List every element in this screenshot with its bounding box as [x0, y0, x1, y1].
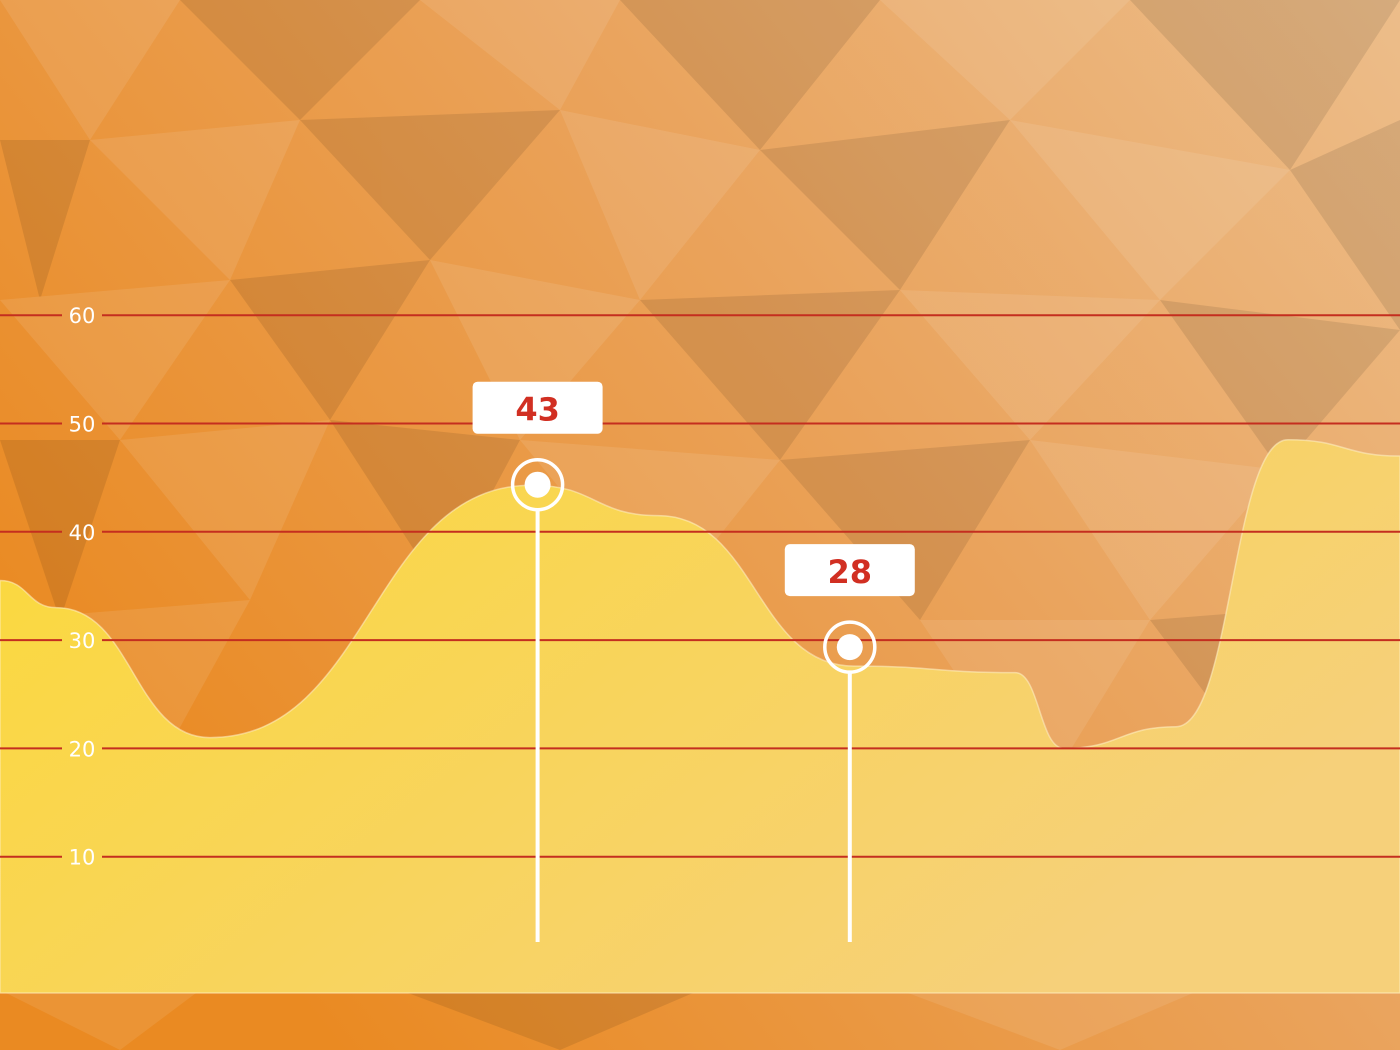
- annotation-marker-dot: [524, 471, 551, 498]
- area-series-0: [0, 438, 1400, 994]
- annotation-marker-ring: [510, 457, 565, 512]
- y-tick-label: 10: [69, 846, 96, 870]
- y-tick-label: 60: [69, 304, 96, 328]
- annotation-marker-ring: [823, 620, 877, 674]
- y-tick-label: 40: [69, 521, 96, 545]
- annotation-callout-box: [784, 544, 915, 597]
- annotation-value-label: 28: [828, 553, 873, 591]
- y-tick-label: 20: [69, 737, 96, 761]
- y-tick-label: 30: [69, 629, 96, 653]
- y-tick-label: 50: [69, 413, 96, 437]
- annotation-callout-box: [472, 381, 603, 434]
- annotation-value-label: 43: [515, 391, 560, 429]
- annotation-marker-dot: [836, 634, 863, 661]
